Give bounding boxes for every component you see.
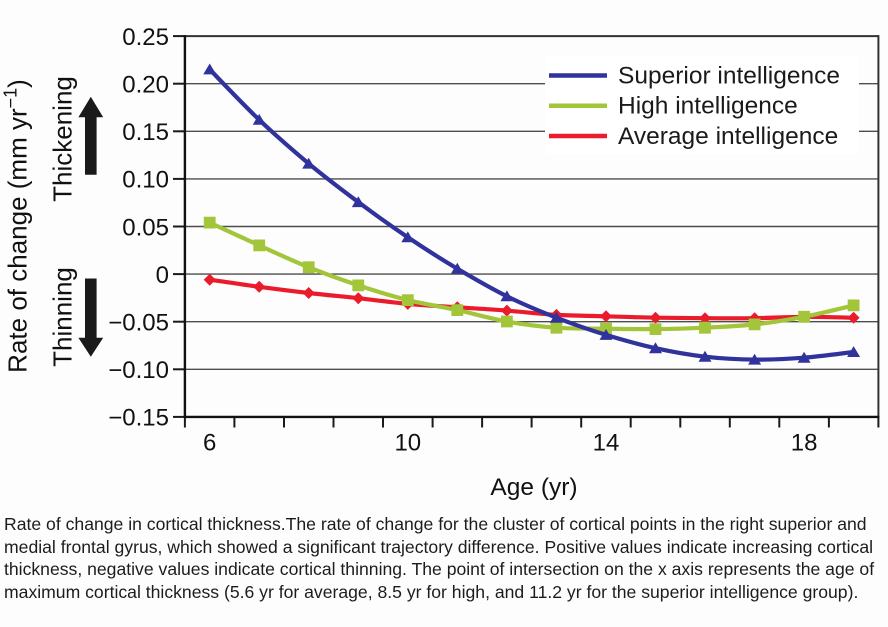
svg-text:0.15: 0.15: [122, 119, 169, 146]
svg-text:Thinning: Thinning: [48, 267, 78, 367]
svg-text:−0.10: −0.10: [108, 357, 169, 384]
svg-text:0.20: 0.20: [122, 72, 169, 99]
svg-text:14: 14: [593, 429, 620, 456]
svg-text:18: 18: [791, 429, 818, 456]
svg-text:0: 0: [156, 262, 169, 289]
svg-text:−0.15: −0.15: [108, 405, 169, 432]
svg-text:6: 6: [203, 429, 216, 456]
svg-text:Thickening: Thickening: [48, 76, 78, 202]
svg-text:0.10: 0.10: [122, 167, 169, 194]
svg-text:10: 10: [394, 429, 421, 456]
svg-text:Age (yr): Age (yr): [490, 474, 577, 501]
svg-text:Superior intelligence: Superior intelligence: [618, 62, 840, 89]
svg-text:0.05: 0.05: [122, 214, 169, 241]
svg-text:−0.05: −0.05: [108, 310, 169, 337]
svg-text:Rate of change (mm yr−1): Rate of change (mm yr−1): [1, 79, 33, 373]
svg-text:High intelligence: High intelligence: [618, 93, 798, 120]
svg-text:Average intelligence: Average intelligence: [618, 123, 838, 150]
svg-text:0.25: 0.25: [122, 24, 169, 51]
